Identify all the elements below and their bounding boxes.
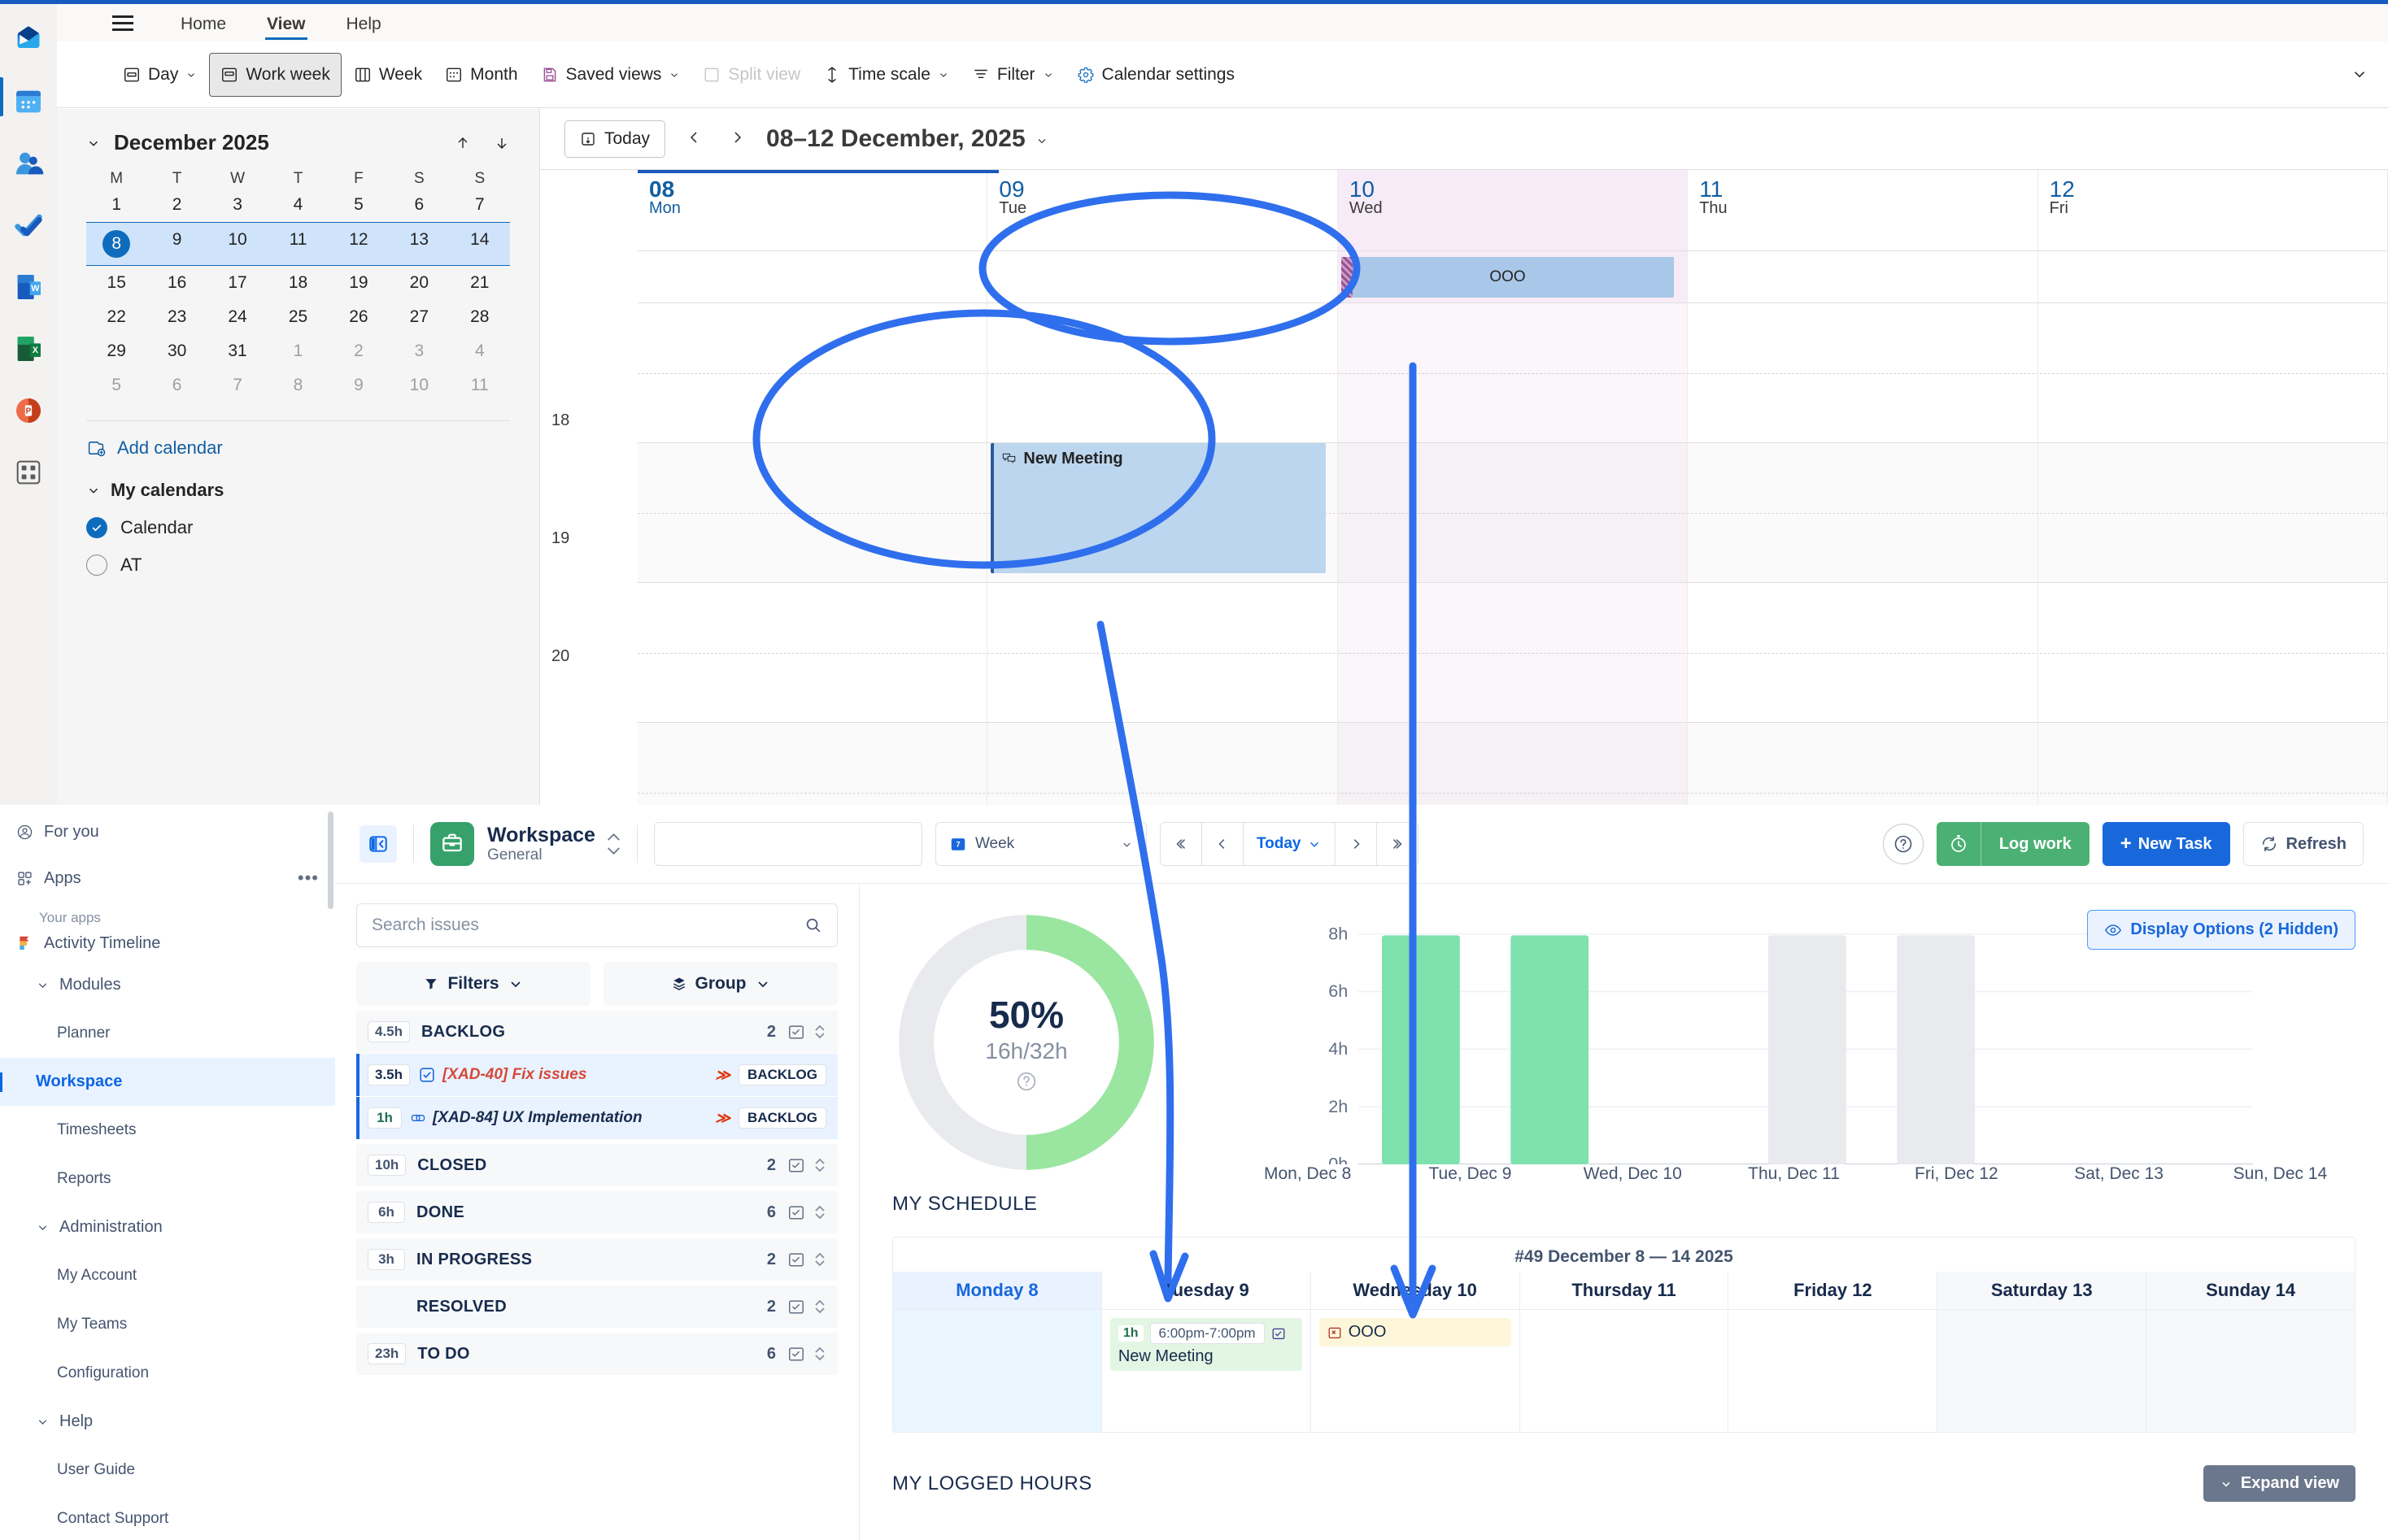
svg-text:7: 7: [956, 841, 960, 849]
svg-text:2h: 2h: [1328, 1096, 1348, 1116]
svg-text:0h: 0h: [1328, 1154, 1348, 1164]
svg-text:6h: 6h: [1328, 981, 1348, 1001]
svg-text:X: X: [33, 346, 39, 355]
svg-text:P: P: [26, 407, 32, 415]
svg-text:4h: 4h: [1328, 1038, 1348, 1059]
svg-text:8h: 8h: [1328, 923, 1348, 943]
svg-text:W: W: [31, 284, 40, 294]
